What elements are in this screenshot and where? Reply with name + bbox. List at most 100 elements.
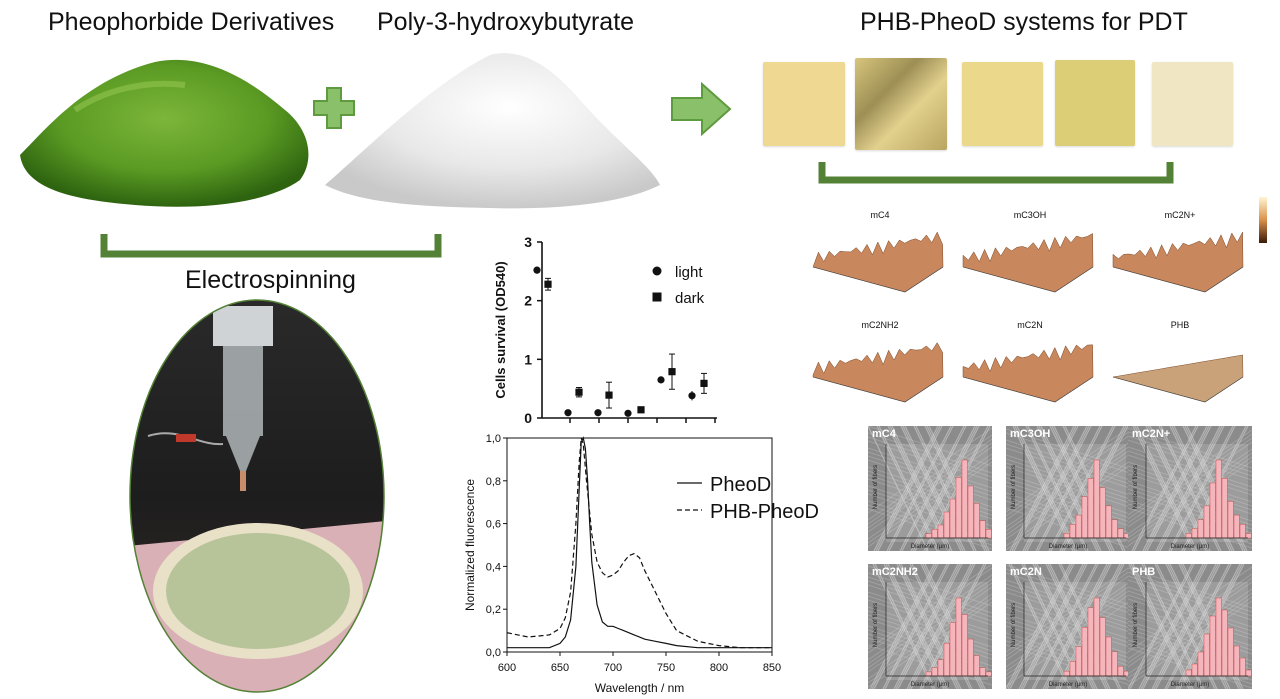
afm-label: mC2N+ xyxy=(1164,210,1196,220)
sem-histogram-bar xyxy=(1117,528,1124,539)
pheophorbide-title: Pheophorbide Derivatives xyxy=(48,8,335,36)
sem-fiber xyxy=(1006,449,1130,536)
sem-histogram-bar xyxy=(973,503,980,539)
sem-histogram-bar xyxy=(1081,627,1088,677)
sem-histogram-bar xyxy=(967,485,974,539)
sem-fiber xyxy=(1006,568,1130,610)
sem-histogram-bar xyxy=(1227,627,1234,677)
plot-frame xyxy=(506,437,773,653)
sem-label: mC3OH xyxy=(1010,428,1051,440)
afm-colorbar xyxy=(1259,197,1267,243)
pheophorbide-powder-image xyxy=(20,59,309,207)
sem-fiber xyxy=(1006,434,1130,521)
material-swatch-3 xyxy=(962,62,1043,146)
sem-histogram xyxy=(868,564,992,689)
sem-histogram-bar xyxy=(1111,519,1118,539)
y-axis-label: Normalized fluorescence xyxy=(463,479,477,611)
y-tick-label: 2 xyxy=(524,293,532,309)
afm-surface xyxy=(1112,354,1244,403)
afm-label: mC2NH2 xyxy=(861,320,899,330)
sem-fiber xyxy=(1128,427,1252,469)
sem-fiber xyxy=(1006,602,1130,644)
sem-fiber xyxy=(1044,564,1110,689)
afm-axis xyxy=(962,266,1094,293)
sem-fiber xyxy=(1008,564,1070,689)
afm-surface xyxy=(812,231,944,293)
legend-light-label: light xyxy=(675,264,703,281)
sem-fiber xyxy=(1128,448,1252,535)
sem-fiber xyxy=(1128,433,1252,520)
sem-histogram-bar xyxy=(967,638,974,677)
light-point xyxy=(533,266,541,274)
sem-fiber xyxy=(1132,426,1194,551)
phb-pheod-series-line xyxy=(506,437,772,649)
sem-histogram-bar xyxy=(1099,617,1106,677)
sem-label: mC2N xyxy=(1010,566,1042,578)
sem-fiber xyxy=(1138,564,1204,689)
material-swatch-2 xyxy=(855,58,947,150)
sem-fiber xyxy=(1009,564,1075,689)
legend-light-marker xyxy=(652,266,662,276)
sem-fiber xyxy=(1037,426,1103,551)
legend-dark-label: dark xyxy=(675,290,705,307)
systems-bracket xyxy=(818,162,1174,184)
sem-fiber xyxy=(868,572,992,614)
afm-panel: mC4 xyxy=(805,210,955,305)
sem-fiber xyxy=(1035,426,1101,551)
y-tick-label: 0 xyxy=(524,410,532,426)
sem-fiber xyxy=(868,597,992,684)
sem-fiber xyxy=(1170,426,1236,551)
sem-histogram-bar xyxy=(931,667,938,677)
sem-fiber xyxy=(868,451,992,493)
afm-surface xyxy=(812,342,944,403)
sem-fiber xyxy=(1128,592,1252,679)
afm-axis xyxy=(962,376,1094,403)
y-axis-label: Cells survival (OD540) xyxy=(493,261,508,398)
sem-fiber xyxy=(868,440,992,482)
y-tick-label: 3 xyxy=(524,234,532,250)
afm-axis xyxy=(812,266,944,293)
afm-surface-shape xyxy=(1112,231,1244,293)
sem-fiber xyxy=(1128,454,1252,496)
sem-x-label: Diameter (µm) xyxy=(1170,682,1210,688)
afm-panel: PHB xyxy=(1105,320,1255,415)
sem-fiber xyxy=(1006,464,1130,551)
sem-x-label: Diameter (µm) xyxy=(910,544,950,550)
sem-fiber xyxy=(1128,435,1252,477)
sem-fiber xyxy=(1006,598,1130,640)
sem-histogram-bar xyxy=(1221,478,1228,539)
sem-fiber xyxy=(1006,600,1130,687)
pheod-series-line xyxy=(507,436,772,649)
sem-histogram-bar xyxy=(1105,505,1112,539)
sem-histogram-bar xyxy=(1117,666,1124,677)
light-point xyxy=(688,392,696,400)
sem-x-label: Diameter (µm) xyxy=(1048,544,1088,550)
sem-x-label: Diameter (µm) xyxy=(1048,682,1088,688)
sem-fiber xyxy=(1012,426,1074,551)
sem-histogram-bar xyxy=(1215,459,1222,539)
sem-histogram-bar xyxy=(949,498,956,539)
sem-fiber xyxy=(1006,585,1130,672)
material-swatch-4 xyxy=(1055,60,1135,146)
sem-histogram-bar xyxy=(1203,633,1210,677)
sem-histogram-bar xyxy=(1191,528,1198,539)
sem-histogram-bar xyxy=(1081,496,1088,539)
sem-histogram-bar xyxy=(1197,519,1204,539)
y-tick-label: 0,8 xyxy=(486,476,501,488)
sem-fiber xyxy=(868,591,992,633)
phb-powder-image xyxy=(325,53,660,209)
light-point xyxy=(594,409,602,417)
sem-fiber xyxy=(1006,441,1130,528)
sem-histogram-bar xyxy=(949,622,956,677)
sem-histogram-bar xyxy=(1075,646,1082,677)
sem-fiber xyxy=(869,564,935,689)
sem-histogram-bar xyxy=(937,659,944,677)
afm-panel: mC3OH xyxy=(955,210,1105,305)
sem-histogram-bar xyxy=(1063,670,1070,677)
sem-histogram-bar xyxy=(955,477,962,539)
sem-histogram-bar xyxy=(937,524,944,539)
y-tick-label: 0,6 xyxy=(486,519,501,531)
sem-histogram-bar xyxy=(1069,524,1076,539)
afm-surface-shape xyxy=(962,233,1094,293)
sem-panel: PHB Diameter (µm) Number of fibers xyxy=(1128,564,1252,689)
